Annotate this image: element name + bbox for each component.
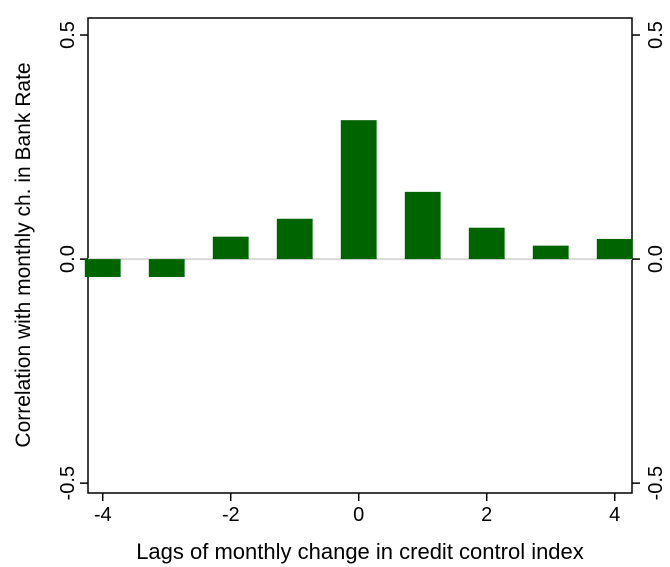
bar: [468, 227, 505, 260]
y-tick-label: 0.5: [57, 21, 79, 49]
y2-tick-label: 0.5: [645, 21, 667, 49]
bar: [84, 259, 121, 278]
y-tick-label: 0.0: [57, 245, 79, 273]
x-axis-label: Lags of monthly change in credit control…: [136, 539, 584, 564]
bar: [148, 259, 185, 278]
x-tick-label: 0: [353, 504, 364, 526]
bar: [212, 236, 249, 260]
bar: [596, 238, 633, 260]
y-axis-label: Correlation with monthly ch. in Bank Rat…: [12, 62, 35, 447]
y2-tick-label: 0.0: [645, 245, 667, 273]
bar: [404, 191, 441, 260]
x-tick-label: -2: [222, 504, 240, 526]
bar: [276, 218, 313, 260]
bar: [340, 120, 377, 260]
x-tick-label: 2: [481, 504, 492, 526]
x-tick-label: -4: [94, 504, 112, 526]
bar: [532, 245, 569, 260]
y2-tick-label: -0.5: [645, 466, 667, 500]
y-tick-label: -0.5: [57, 466, 79, 500]
x-tick-label: 4: [609, 504, 620, 526]
